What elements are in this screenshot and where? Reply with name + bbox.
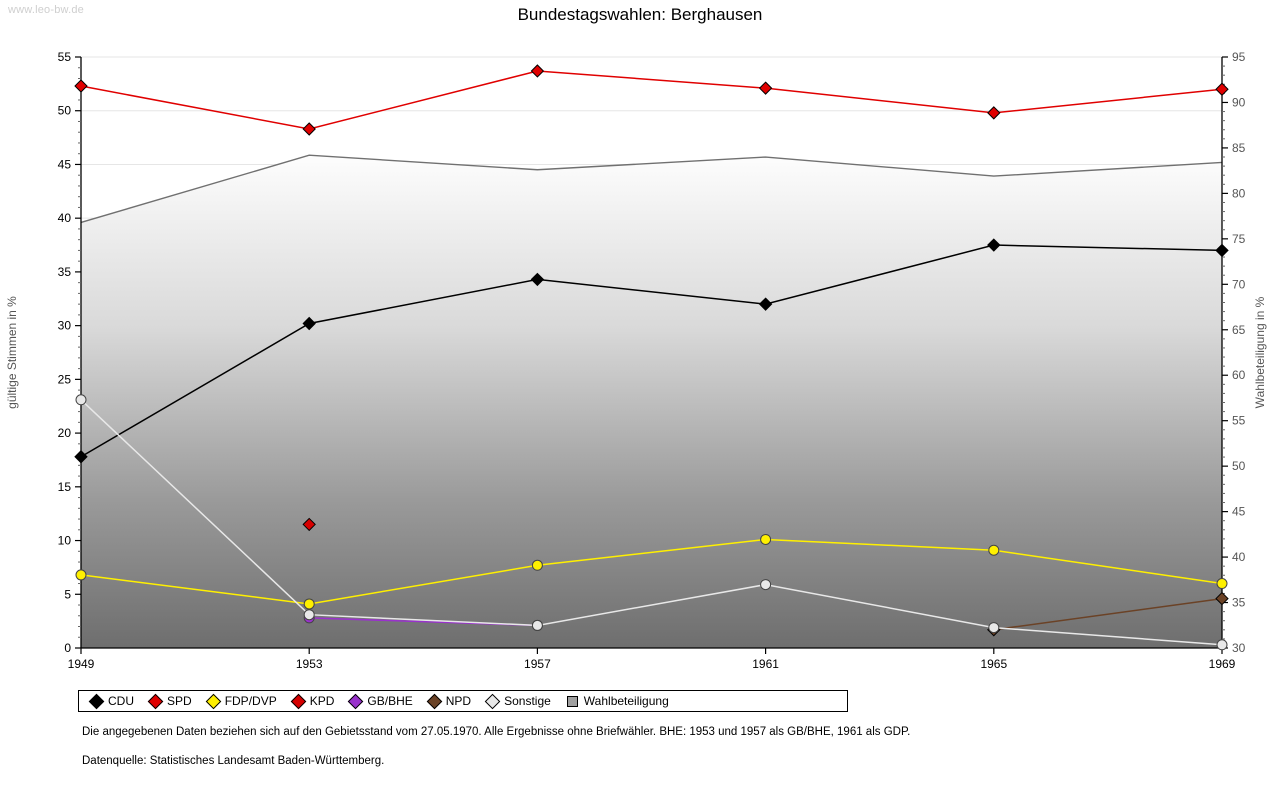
legend-item-gb-bhe[interactable]: GB/BHE — [348, 693, 413, 709]
svg-text:55: 55 — [1232, 414, 1246, 428]
watermark: www.leo-bw.de — [8, 4, 84, 16]
svg-text:gültige Stimmen in %: gültige Stimmen in % — [5, 296, 19, 409]
svg-text:15: 15 — [58, 480, 72, 494]
svg-text:10: 10 — [58, 534, 72, 548]
svg-text:75: 75 — [1232, 232, 1246, 246]
legend-item-cdu[interactable]: CDU — [88, 693, 134, 709]
svg-text:Wahlbeteiligung in %: Wahlbeteiligung in % — [1253, 296, 1267, 408]
svg-text:70: 70 — [1232, 277, 1246, 291]
legend-item-kpd[interactable]: KPD — [290, 693, 335, 709]
legend-label: Sonstige — [504, 694, 551, 708]
svg-text:95: 95 — [1232, 50, 1246, 64]
svg-text:55: 55 — [58, 50, 72, 64]
svg-text:20: 20 — [58, 426, 72, 440]
svg-text:0: 0 — [64, 641, 71, 655]
svg-text:50: 50 — [1232, 459, 1246, 473]
svg-text:30: 30 — [58, 319, 72, 333]
legend-item-sonstige[interactable]: Sonstige — [484, 693, 551, 709]
legend-diamond-icon — [88, 693, 105, 709]
svg-text:1953: 1953 — [296, 657, 323, 671]
chart-title: Bundestagswahlen: Berghausen — [517, 5, 763, 24]
svg-text:35: 35 — [58, 265, 72, 279]
wahlbeteiligung-area — [80, 154, 1223, 648]
legend-label: Wahlbeteiligung — [583, 694, 669, 708]
svg-text:25: 25 — [58, 372, 72, 386]
legend-item-wahlbeteiligung[interactable]: Wahlbeteiligung — [566, 694, 669, 708]
legend-label: SPD — [167, 694, 192, 708]
footnote-datenquelle: Datenquelle: Statistisches Landesamt Bad… — [82, 755, 385, 767]
legend-label: KPD — [309, 694, 335, 708]
legend-diamond-icon — [348, 693, 364, 709]
legend-label: NPD — [445, 694, 472, 708]
axis-labels: 0 5 10 15 20 25 30 35 40 45 50 55 30 35 40 45 50 55 60 65 70… — [5, 50, 1267, 671]
svg-text:50: 50 — [58, 104, 72, 118]
svg-text:1949: 1949 — [68, 657, 95, 671]
legend-item-npd[interactable]: NPD — [426, 693, 472, 709]
legend-label: FDP/DVP — [224, 694, 277, 708]
legend-label: CDU — [108, 694, 134, 708]
svg-text:1965: 1965 — [980, 657, 1007, 671]
legend-diamond-icon — [426, 693, 443, 709]
footnotes: Die angegebenen Daten beziehen sich auf … — [82, 726, 1182, 784]
svg-text:90: 90 — [1232, 95, 1246, 109]
legend-square-icon — [566, 695, 578, 707]
svg-text:40: 40 — [1232, 550, 1246, 564]
footnote-gebietsstand: Die angegebenen Daten beziehen sich auf … — [82, 726, 911, 738]
svg-text:30: 30 — [1232, 641, 1246, 655]
svg-text:35: 35 — [1232, 596, 1246, 610]
legend-diamond-icon — [290, 693, 306, 709]
chart-legend: CDU SPD FDP/DVP KPD GB/BHE NPD Sonstige Wahlbet… — [78, 690, 848, 712]
svg-text:80: 80 — [1232, 186, 1246, 200]
legend-diamond-icon — [147, 693, 164, 709]
svg-text:45: 45 — [1232, 505, 1246, 519]
svg-text:65: 65 — [1232, 323, 1246, 337]
svg-text:1957: 1957 — [524, 657, 551, 671]
svg-text:1969: 1969 — [1209, 657, 1236, 671]
legend-diamond-icon — [205, 693, 221, 709]
legend-item-spd[interactable]: SPD — [147, 693, 192, 709]
svg-text:5: 5 — [64, 587, 71, 601]
svg-text:1961: 1961 — [752, 657, 779, 671]
legend-label: GB/BHE — [367, 694, 413, 708]
svg-text:40: 40 — [58, 211, 72, 225]
legend-diamond-icon — [484, 693, 501, 709]
legend-item-fdp-dvp[interactable]: FDP/DVP — [205, 693, 277, 709]
svg-text:60: 60 — [1232, 368, 1246, 382]
svg-text:45: 45 — [58, 157, 72, 171]
svg-text:85: 85 — [1232, 141, 1246, 155]
series-lines — [74, 64, 1229, 651]
